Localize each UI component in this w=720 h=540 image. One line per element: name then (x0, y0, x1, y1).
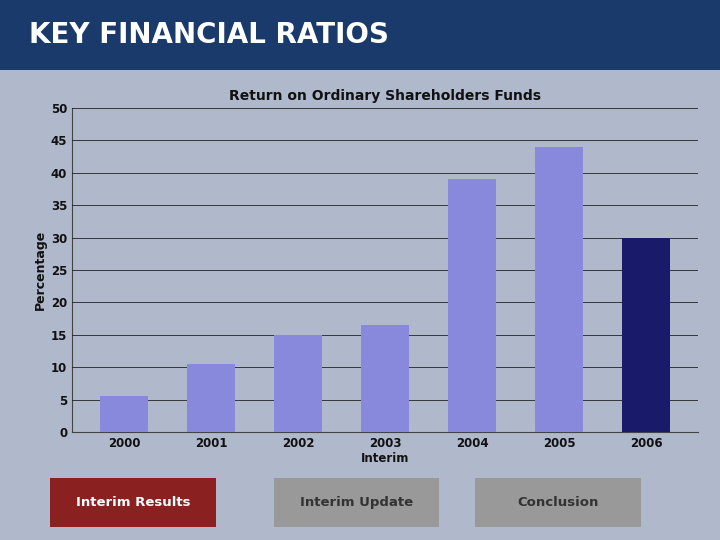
Bar (274, 335, 322, 432)
Bar (535, 147, 583, 432)
Text: Conclusion: Conclusion (517, 496, 599, 509)
Bar (449, 179, 496, 432)
Bar (187, 364, 235, 432)
Text: Interim Results: Interim Results (76, 496, 191, 509)
Text: KEY FINANCIAL RATIOS: KEY FINANCIAL RATIOS (29, 21, 389, 49)
Text: Interim Update: Interim Update (300, 496, 413, 509)
Title: Return on Ordinary Shareholders Funds: Return on Ordinary Shareholders Funds (229, 89, 541, 103)
Bar (622, 238, 670, 432)
Bar (100, 396, 148, 432)
Y-axis label: Percentage: Percentage (33, 230, 47, 310)
Bar (361, 325, 409, 432)
